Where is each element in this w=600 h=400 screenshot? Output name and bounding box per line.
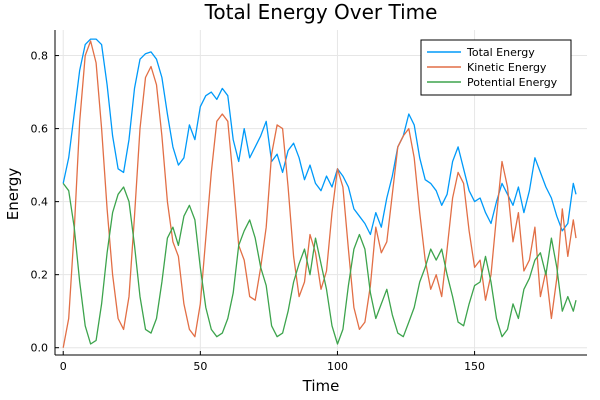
- x-axis-label: Time: [302, 377, 340, 395]
- series-line-kinetic-energy: [62, 40, 577, 348]
- x-tick-label: 0: [60, 360, 67, 373]
- axes: 0 50 100 150 0.0 0.2 0.4 0.6 0.8: [31, 30, 587, 373]
- legend-label-potential-energy: Potential Energy: [467, 76, 558, 89]
- y-axis-label: Energy: [4, 168, 22, 221]
- x-tick-label: 100: [327, 360, 348, 373]
- series-lines: [62, 38, 577, 348]
- legend: Total Energy Kinetic Energy Potential Ener…: [420, 39, 572, 96]
- series-line-total-energy: [62, 38, 577, 236]
- x-tick-label: 50: [193, 360, 207, 373]
- chart-title: Total Energy Over Time: [204, 0, 438, 24]
- x-tick-label: 150: [464, 360, 485, 373]
- legend-label-kinetic-energy: Kinetic Energy: [467, 61, 547, 74]
- y-tick-label: 0.8: [31, 50, 49, 63]
- y-tick-label: 0.6: [31, 123, 49, 136]
- legend-label-total-energy: Total Energy: [466, 46, 535, 59]
- y-tick-label: 0.4: [31, 196, 49, 209]
- y-tick-label: 0.0: [31, 342, 49, 355]
- series-line-potential-energy: [62, 183, 577, 345]
- y-tick-label: 0.2: [31, 269, 49, 282]
